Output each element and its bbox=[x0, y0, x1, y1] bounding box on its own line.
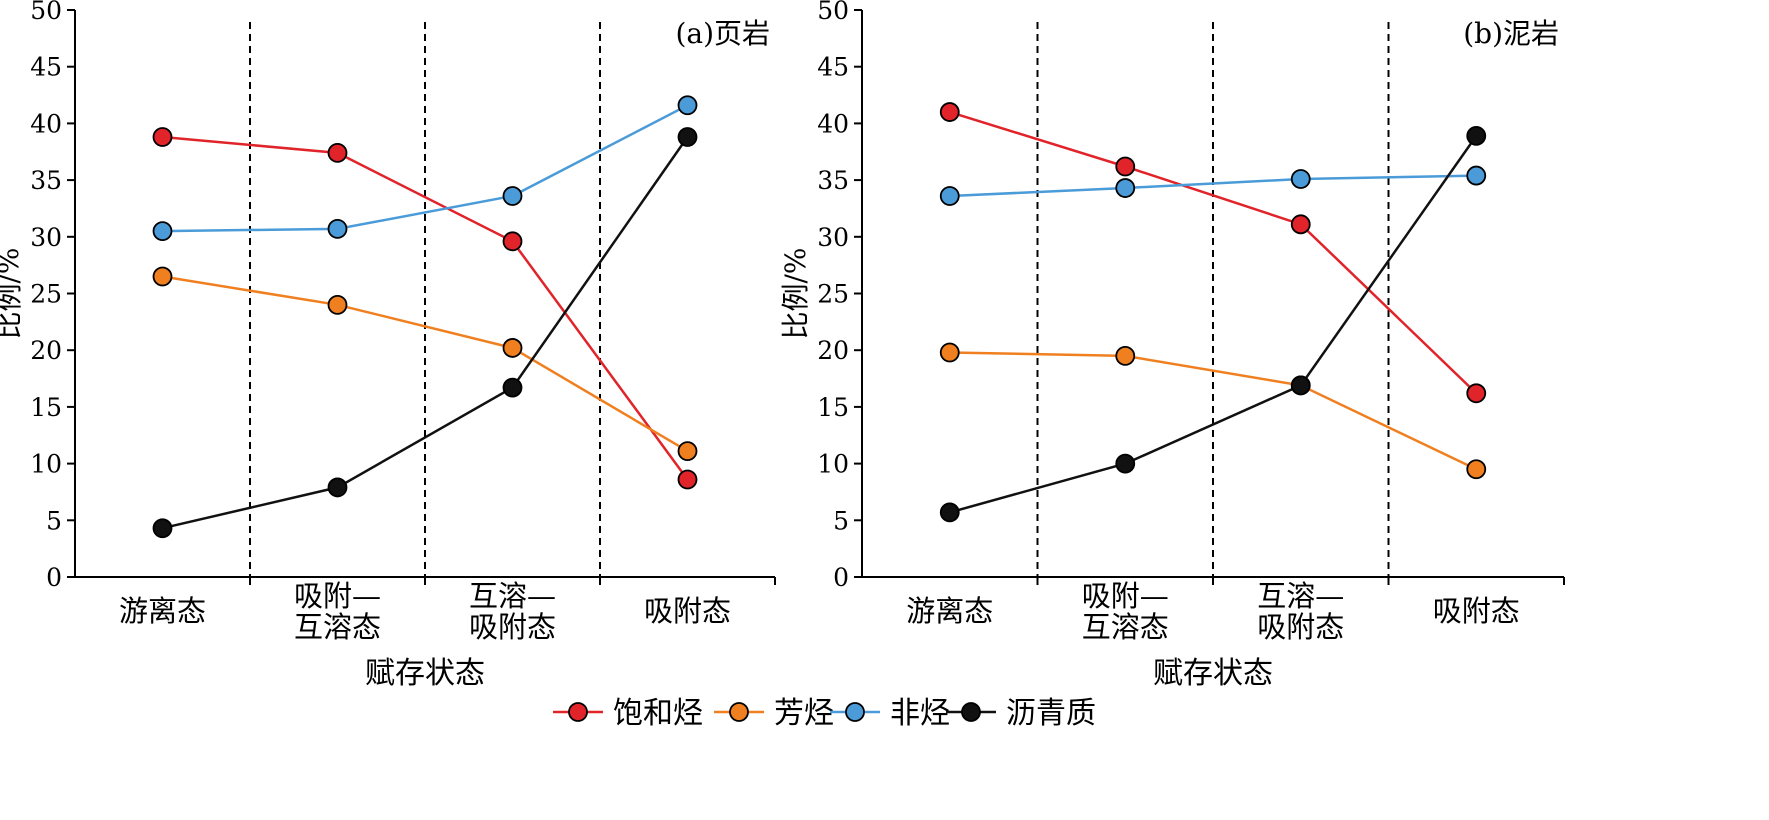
category-label: 互溶态 bbox=[1082, 610, 1169, 644]
y-tick-label: 25 bbox=[817, 280, 849, 309]
legend-label: 饱和烃 bbox=[613, 696, 703, 731]
series-2-point bbox=[1466, 459, 1487, 480]
category-label: 吸附— bbox=[294, 579, 381, 613]
category-label: 吸附态 bbox=[1433, 594, 1520, 628]
y-tick-label: 0 bbox=[46, 563, 62, 592]
series-2-point bbox=[327, 294, 348, 315]
y-tick-label: 25 bbox=[30, 280, 62, 309]
series-3-point bbox=[1115, 178, 1136, 198]
series-2-point bbox=[939, 342, 960, 363]
panel-label: (b)泥岩 bbox=[1463, 17, 1559, 50]
panel-label: (a)页岩 bbox=[675, 17, 770, 50]
series-4-point bbox=[1466, 125, 1487, 146]
series-3-point bbox=[939, 186, 960, 206]
legend-label: 非烃 bbox=[890, 696, 950, 731]
y-tick-label: 10 bbox=[30, 450, 62, 479]
y-tick-label: 30 bbox=[817, 223, 849, 252]
series-3-point bbox=[327, 218, 348, 239]
y-tick-label: 35 bbox=[817, 166, 849, 195]
y-tick-label: 5 bbox=[46, 506, 62, 535]
series-line-2 bbox=[162, 275, 689, 453]
series-4-point bbox=[327, 477, 348, 498]
series-4-point bbox=[939, 502, 960, 523]
legend-marker bbox=[961, 702, 981, 722]
y-tick-label: 20 bbox=[30, 336, 62, 365]
y-tick-label: 0 bbox=[833, 563, 849, 592]
series-line-1 bbox=[162, 135, 689, 481]
series-3-point bbox=[152, 221, 173, 242]
series-line-1 bbox=[949, 110, 1478, 395]
series-3-point bbox=[677, 95, 698, 116]
series-line-4 bbox=[949, 135, 1478, 514]
legend-marker bbox=[845, 702, 865, 722]
x-axis-title: 赋存状态 bbox=[1153, 656, 1273, 691]
legend: 饱和烃 芳烃 非烃 沥青质 bbox=[553, 696, 1096, 731]
series-line-3 bbox=[949, 174, 1477, 198]
series-3-point bbox=[1290, 169, 1311, 189]
legend-marker bbox=[729, 702, 749, 722]
series-1-point bbox=[327, 142, 348, 163]
y-tick-label: 15 bbox=[30, 393, 62, 422]
y-tick-label: 45 bbox=[30, 53, 62, 82]
category-label: 游离态 bbox=[906, 594, 993, 628]
series-1-point bbox=[939, 102, 960, 122]
series-4-point bbox=[1290, 375, 1311, 396]
y-tick-label: 20 bbox=[817, 336, 849, 365]
series-2-point bbox=[502, 338, 523, 358]
series-1-point bbox=[677, 469, 698, 490]
category-label: 吸附态 bbox=[644, 594, 731, 628]
category-label: 吸附态 bbox=[469, 610, 556, 644]
y-axis-title: 比例/% bbox=[779, 247, 812, 339]
legend-marker bbox=[568, 702, 588, 722]
category-label: 互溶态 bbox=[294, 610, 381, 644]
series-4-point bbox=[677, 127, 698, 147]
series-1-point bbox=[1115, 156, 1136, 177]
series-1-point bbox=[502, 231, 523, 252]
series-4-point bbox=[152, 518, 173, 539]
x-axis-title: 赋存状态 bbox=[365, 656, 485, 691]
series-4-point bbox=[1115, 453, 1136, 474]
y-tick-label: 40 bbox=[817, 109, 849, 138]
category-label: 吸附— bbox=[1082, 579, 1169, 613]
y-tick-label: 10 bbox=[817, 450, 849, 479]
y-tick-label: 30 bbox=[30, 223, 62, 252]
series-2-point bbox=[1115, 345, 1136, 366]
y-tick-label: 15 bbox=[817, 393, 849, 422]
y-axis-title: 比例/% bbox=[0, 247, 25, 339]
series-line-2 bbox=[949, 351, 1477, 471]
series-1-point bbox=[152, 127, 173, 147]
legend-label: 芳烃 bbox=[774, 696, 834, 731]
series-3-point bbox=[502, 186, 523, 206]
y-tick-label: 35 bbox=[30, 166, 62, 195]
y-tick-label: 50 bbox=[817, 0, 849, 25]
series-4-point bbox=[502, 377, 523, 398]
y-tick-label: 45 bbox=[817, 53, 849, 82]
series-1-point bbox=[1290, 214, 1311, 235]
category-label: 互溶— bbox=[1257, 579, 1344, 613]
y-tick-label: 40 bbox=[30, 109, 62, 138]
category-label: 游离态 bbox=[119, 594, 206, 628]
series-2-point bbox=[677, 441, 698, 462]
series-2-point bbox=[152, 266, 173, 287]
series-line-3 bbox=[162, 104, 689, 233]
category-label: 吸附态 bbox=[1257, 610, 1344, 644]
category-label: 互溶— bbox=[469, 579, 556, 613]
y-tick-label: 5 bbox=[833, 506, 849, 535]
series-3-point bbox=[1466, 165, 1487, 186]
series-1-point bbox=[1466, 383, 1487, 404]
series-line-4 bbox=[162, 136, 689, 530]
legend-label: 沥青质 bbox=[1006, 696, 1096, 731]
y-tick-label: 50 bbox=[30, 0, 62, 25]
